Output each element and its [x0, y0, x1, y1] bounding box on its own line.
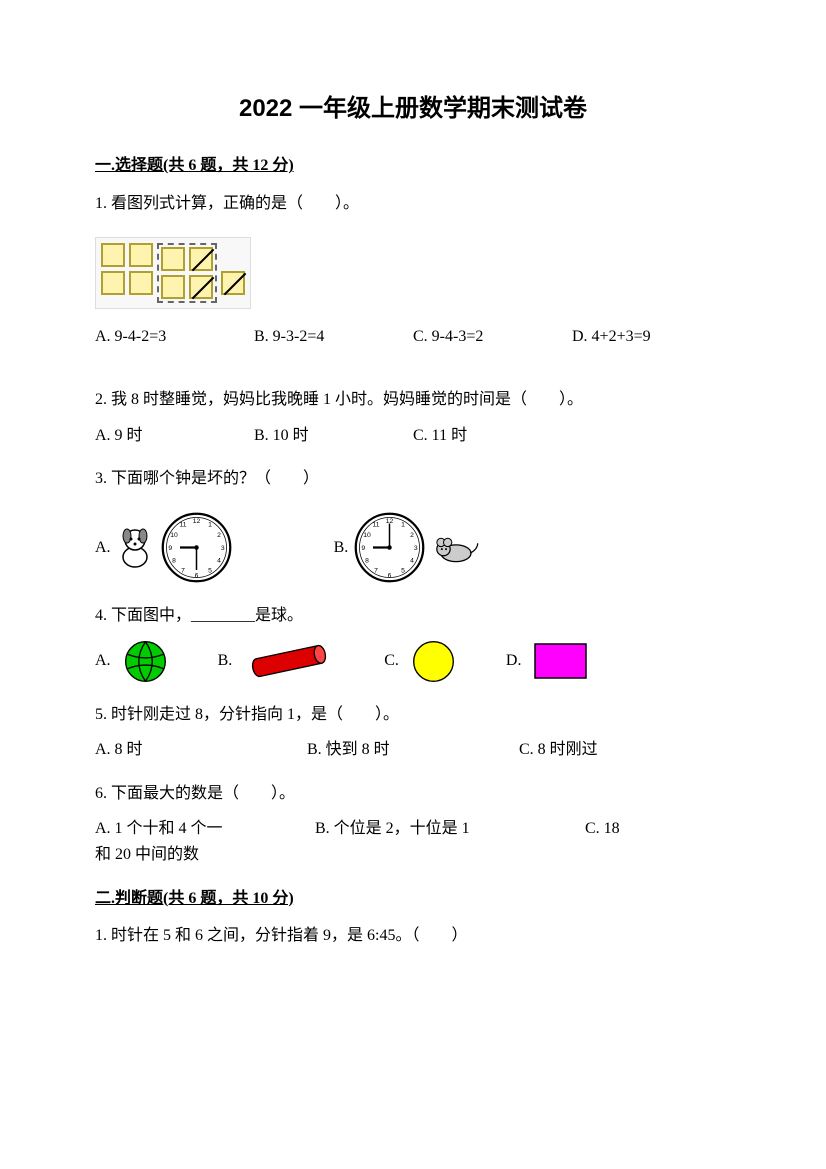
q4-opt-b: B. [218, 641, 335, 681]
question-4: 4. 下面图中，________是球。 A. B. [95, 603, 731, 684]
circle-icon [411, 639, 456, 684]
q5-text: 5. 时针刚走过 8，分针指向 1，是（ ）。 [95, 702, 731, 728]
q3-text: 3. 下面哪个钟是坏的？（ ） [95, 466, 731, 492]
q4-a-label: A. [95, 648, 111, 674]
s2-q1-text: 1. 时针在 5 和 6 之间，分针指着 9，是 6:45。（ ） [95, 923, 731, 949]
q2-options: A. 9 时 B. 10 时 C. 11 时 [95, 423, 731, 449]
svg-text:6: 6 [194, 572, 198, 579]
svg-text:9: 9 [362, 545, 366, 552]
svg-text:10: 10 [363, 532, 371, 539]
svg-text:7: 7 [181, 567, 185, 574]
q1-opt-c: C. 9-4-3=2 [413, 324, 572, 350]
question-5: 5. 时针刚走过 8，分针指向 1，是（ ）。 A. 8 时 B. 快到 8 时… [95, 702, 731, 763]
q1-opt-a: A. 9-4-2=3 [95, 324, 254, 350]
svg-text:12: 12 [192, 518, 200, 525]
svg-text:1: 1 [208, 521, 212, 528]
section1-header: 一.选择题(共 6 题，共 12 分) [95, 153, 731, 179]
clock-icon-b: 12 3 6 9 1 2 4 5 7 8 10 11 [352, 510, 427, 585]
q4-c-label: C. [384, 648, 399, 674]
svg-text:8: 8 [172, 557, 176, 564]
question-6: 6. 下面最大的数是（ ）。 A. 1 个十和 4 个一 B. 个位是 2，十位… [95, 781, 731, 868]
q4-d-label: D. [506, 648, 522, 674]
q5-opt-b: B. 快到 8 时 [307, 737, 519, 763]
clock-icon-a: 12 3 6 9 1 2 4 5 7 8 10 11 [159, 510, 234, 585]
cylinder-icon [244, 641, 334, 681]
q5-options: A. 8 时 B. 快到 8 时 C. 8 时刚过 [95, 737, 731, 763]
q1-opt-d: D. 4+2+3=9 [572, 324, 731, 350]
q3-opt-a-label: A. [95, 535, 111, 561]
svg-text:2: 2 [217, 532, 221, 539]
question-3: 3. 下面哪个钟是坏的？（ ） A. 12 3 6 9 [95, 466, 731, 585]
q4-opt-a: A. [95, 639, 168, 684]
svg-text:7: 7 [374, 567, 378, 574]
svg-text:5: 5 [208, 567, 212, 574]
page-title: 2022 一年级上册数学期末测试卷 [95, 90, 731, 128]
q1-text: 1. 看图列式计算，正确的是（ ）。 [95, 191, 731, 217]
q3-opt-b-label: B. [334, 535, 349, 561]
q1-opt-b: B. 9-3-2=4 [254, 324, 413, 350]
q6-opt-a: A. 1 个十和 4 个一 [95, 816, 315, 842]
svg-text:10: 10 [170, 532, 178, 539]
q2-opt-a: A. 9 时 [95, 423, 254, 449]
svg-text:3: 3 [414, 545, 418, 552]
q5-opt-c: C. 8 时刚过 [519, 737, 731, 763]
q4-opt-d: D. [506, 642, 589, 680]
s2-question-1: 1. 时针在 5 和 6 之间，分针指着 9，是 6:45。（ ） [95, 923, 731, 949]
q4-b-label: B. [218, 648, 233, 674]
svg-text:5: 5 [401, 567, 405, 574]
question-1: 1. 看图列式计算，正确的是（ ）。 [95, 191, 731, 349]
q1-options: A. 9-4-2=3 B. 9-3-2=4 C. 9-4-3=2 D. 4+2+… [95, 324, 731, 350]
q6-opt-b: B. 个位是 2，十位是 1 [315, 816, 585, 842]
q6-opt-c: C. 18 [585, 816, 620, 842]
svg-text:8: 8 [365, 557, 369, 564]
q4-text: 4. 下面图中，________是球。 [95, 603, 731, 629]
svg-text:6: 6 [388, 572, 392, 579]
section2-header: 二.判断题(共 6 题，共 10 分) [95, 886, 731, 912]
q6-options: A. 1 个十和 4 个一 B. 个位是 2，十位是 1 C. 18 和 20 … [95, 816, 731, 867]
q3-opt-a: A. 12 3 6 9 1 2 4 [95, 510, 234, 585]
svg-text:1: 1 [401, 521, 405, 528]
q2-opt-b: B. 10 时 [254, 423, 413, 449]
svg-text:11: 11 [179, 521, 186, 528]
q2-opt-c: C. 11 时 [413, 423, 572, 449]
q6-extra: 和 20 中间的数 [95, 842, 731, 868]
dog-icon [115, 522, 155, 572]
mouse-icon [431, 527, 481, 567]
svg-text:11: 11 [373, 521, 380, 528]
q1-image [95, 237, 251, 309]
svg-text:3: 3 [220, 545, 224, 552]
q4-options: A. B. C. [95, 639, 731, 684]
svg-text:2: 2 [410, 532, 414, 539]
ball-icon [123, 639, 168, 684]
q6-text: 6. 下面最大的数是（ ）。 [95, 781, 731, 807]
svg-text:4: 4 [217, 557, 221, 564]
rect-icon [533, 642, 588, 680]
question-2: 2. 我 8 时整睡觉，妈妈比我晚睡 1 小时。妈妈睡觉的时间是（ ）。 A. … [95, 387, 731, 448]
svg-text:4: 4 [410, 557, 414, 564]
svg-text:9: 9 [168, 545, 172, 552]
q5-opt-a: A. 8 时 [95, 737, 307, 763]
q2-text: 2. 我 8 时整睡觉，妈妈比我晚睡 1 小时。妈妈睡觉的时间是（ ）。 [95, 387, 731, 413]
q4-opt-c: C. [384, 639, 456, 684]
q3-opt-b: B. 12 3 6 9 1 2 4 5 7 8 10 11 [334, 510, 482, 585]
